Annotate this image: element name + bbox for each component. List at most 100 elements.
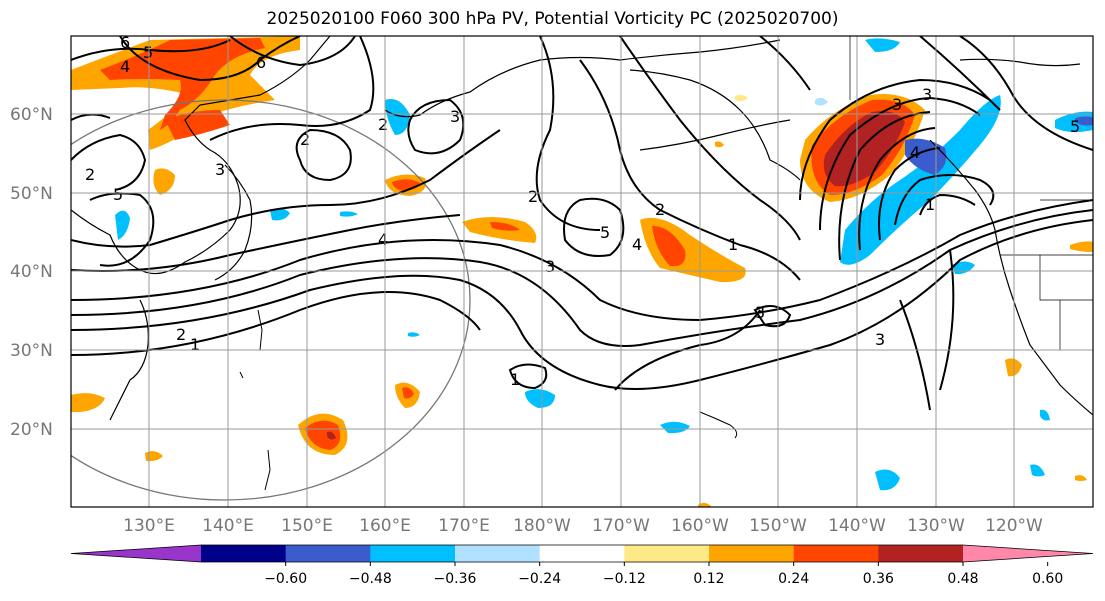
colorbar-extend-low [71,545,201,562]
positive-anomaly [1070,241,1093,252]
colorbar-segment [793,545,879,562]
colorbar-outline [70,544,1094,563]
positive-anomaly [153,168,175,195]
positive-anomaly [327,431,336,440]
colorbar-tick-label: −0.60 [264,571,307,587]
lon-label: 130°W [907,516,965,536]
contour-label: 2 [176,325,186,344]
contour-label: 1 [728,235,738,254]
negative-anomaly [270,208,290,221]
graticule [71,36,1093,507]
contour-label: 4 [120,57,130,76]
contour-label: 2 [655,200,665,219]
lon-label: 140°E [202,516,254,536]
contour-label: 3 [892,95,902,114]
colorbar-tick-label: 0.48 [947,571,978,587]
contour-label: 3 [545,257,555,276]
negative-anomaly [1075,116,1093,126]
contour-label: 3 [875,330,885,349]
negative-anomaly [1030,464,1045,477]
negative-anomaly [875,469,900,491]
positive-anomaly [71,393,105,412]
contour-label: 1 [190,335,200,354]
lon-label: 140°W [828,516,886,536]
colorbar-segment [709,545,795,562]
colorbar-extend-high [963,545,1093,562]
lon-label: 150°E [281,516,333,536]
colorbar-tick-label: −0.48 [349,571,392,587]
colorbar-segment [285,545,371,562]
colorbar-tick-label: −0.36 [434,571,477,587]
negative-anomaly [815,97,828,106]
positive-anomaly [735,94,748,102]
contour-labels: 6 5 4 6 2 2 3 5 2 4 2 5 4 2 1 3 3 3 3 4 … [85,33,1080,389]
lat-label: 20°N [10,420,53,440]
colorbar-tick-label: −0.24 [518,571,561,587]
colorbar: −0.60 −0.48 −0.36 −0.24 −0.12 0.12 0.24 0.36 0.4… [70,544,1094,587]
positive-anomaly [305,420,341,450]
lat-label: 60°N [10,105,53,125]
lon-label: 120°W [985,516,1043,536]
islands [239,309,738,491]
positive-anomaly [165,110,230,140]
contour-label: 4 [632,235,642,254]
lon-label: 150°W [749,516,807,536]
colorbar-tick-label: −0.12 [603,571,646,587]
positive-anomaly [462,217,537,243]
reference-circle [71,99,471,501]
positive-anomaly [823,111,905,187]
colorbar-segment [624,545,710,562]
lon-label: 160°E [359,516,411,536]
colorbar-segment [878,545,964,562]
lat-label: 50°N [10,184,53,204]
negative-anomaly [340,211,358,217]
colorbar-tick-label: 0.24 [778,571,809,587]
lon-label: 130°E [123,516,175,536]
negative-anomaly [115,210,130,240]
colorbar-segment [370,545,456,562]
contour-label: 5 [600,223,610,242]
negative-anomaly [385,99,410,135]
political-borders [849,36,1093,350]
contour-label: 6 [120,33,130,52]
lon-label: 180°W [513,516,571,536]
colorbar-segment [455,545,541,562]
colorbar-tick-label: 0.60 [1032,571,1063,587]
contour-label: 6 [256,53,266,72]
lon-label: 160°W [671,516,729,536]
contour-label: 3 [215,160,225,179]
positive-anomaly [100,38,265,130]
lat-label: 30°N [10,341,53,361]
contour-label: 3 [755,303,765,322]
contour-label: 3 [450,107,460,126]
positive-anomaly [402,387,414,399]
contour-label: 5 [1070,117,1080,136]
positive-anomaly [715,141,724,148]
coastlines [71,36,1093,421]
contour-label: 2 [528,187,538,206]
contour-label: 4 [910,143,920,162]
negative-anomaly [660,421,690,434]
positive-anomaly [1075,475,1087,481]
colorbar-segment [201,545,287,562]
negative-anomaly [1040,409,1050,421]
contour-label: 3 [922,85,932,104]
positive-anomaly [652,225,686,267]
contour-label: 1 [925,195,935,214]
contour-label: 2 [300,130,310,149]
contour-label: 4 [378,230,388,249]
contour-label: 5 [113,185,123,204]
lat-label: 40°N [10,262,53,282]
colorbar-tick-label: 0.36 [863,571,894,587]
map-title: 2025020100 F060 300 hPa PV, Potential Vo… [266,9,839,29]
map-frame [70,35,1094,508]
contour-label: 5 [143,43,153,62]
negative-anomaly [865,38,900,52]
contour-label: 1 [510,370,520,389]
colorbar-segment [539,545,625,562]
lon-label: 170°E [438,516,490,536]
positive-anomaly [698,502,712,507]
negative-anomaly [525,389,555,408]
longitude-labels: 130°E 140°E 150°E 160°E 170°E 180°W 170°… [123,516,1043,536]
